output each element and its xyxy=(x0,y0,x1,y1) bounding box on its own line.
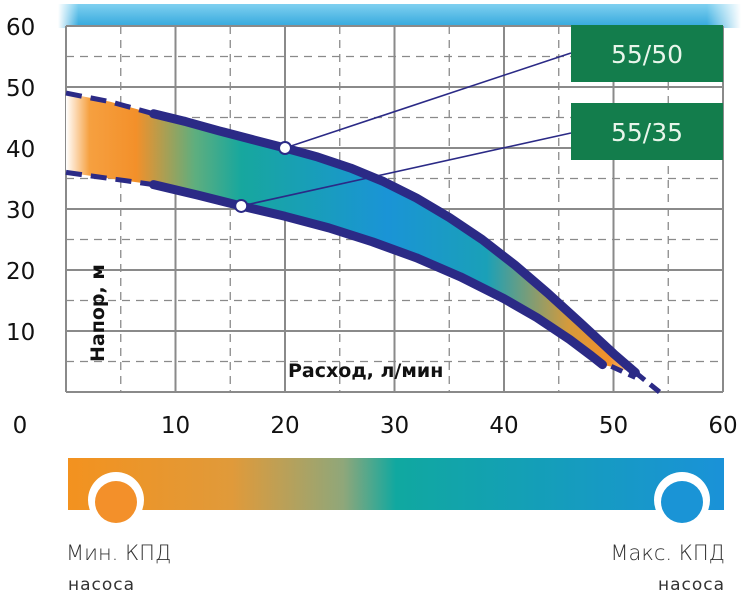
series-label: 55/35 xyxy=(611,118,683,147)
curve-55-50 xyxy=(149,109,640,377)
y-axis-label: Напор, м xyxy=(87,264,109,362)
curve-dashed-end xyxy=(633,370,662,394)
x-axis-label: Расход, л/мин xyxy=(288,360,443,382)
min-efficiency-label: Мин. КПД xyxy=(66,541,171,565)
max-efficiency-label: Макс. КПД xyxy=(610,541,725,565)
x-tick-label: 60 xyxy=(708,413,737,439)
efficiency-gradient-bar xyxy=(68,458,724,510)
tick-labels: 0 10 20 30 40 50 60 10 20 30 40 50 60 xyxy=(6,15,738,439)
curve-dashed-start xyxy=(65,169,154,188)
y-tick-label: 60 xyxy=(6,15,35,41)
x-tick-label: 30 xyxy=(380,413,409,439)
curve-dashed-start xyxy=(65,90,155,117)
leader-lines xyxy=(241,52,572,207)
series-label: 55/50 xyxy=(611,40,683,69)
x-tick-label: 50 xyxy=(599,413,628,439)
y-tick-label: 30 xyxy=(6,198,35,224)
series-label-box xyxy=(571,103,723,160)
max-efficiency-dot xyxy=(661,481,703,523)
efficiency-legend: Мин. КПД насоса Макс. КПД насоса xyxy=(66,458,725,595)
y-tick-label: 20 xyxy=(6,259,35,285)
leader-line xyxy=(241,132,572,207)
curve-dashed-end xyxy=(610,364,637,380)
top-band xyxy=(58,4,741,28)
operating-point-marker xyxy=(234,198,249,213)
leader-line xyxy=(284,52,572,149)
y-tick-label: 50 xyxy=(6,76,35,102)
x-tick-label: 20 xyxy=(270,413,299,439)
max-efficiency-sub: насоса xyxy=(658,575,725,595)
x-tick-label: 10 xyxy=(161,413,190,439)
x-tick-label: 0 xyxy=(13,413,28,439)
operating-point-marker xyxy=(278,141,292,155)
markers xyxy=(234,141,292,213)
x-tick-label: 40 xyxy=(489,413,518,439)
series-labels: 55/50 55/35 xyxy=(571,25,723,160)
y-tick-label: 10 xyxy=(6,320,35,346)
min-efficiency-dot xyxy=(95,481,137,523)
series-label-box xyxy=(571,25,723,82)
y-tick-label: 40 xyxy=(6,137,35,163)
min-efficiency-sub: насоса xyxy=(68,575,135,595)
